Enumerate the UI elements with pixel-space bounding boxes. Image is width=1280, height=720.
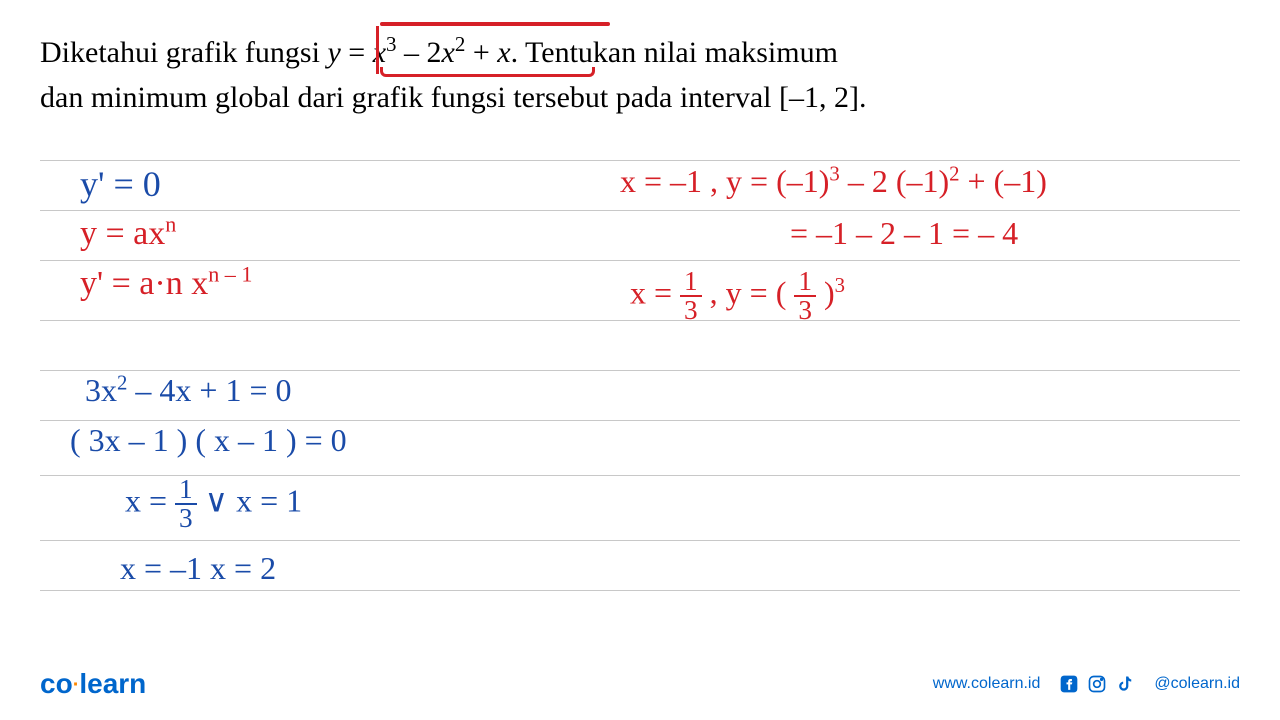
q-eq-eq: = bbox=[341, 36, 373, 69]
handwritten-line: y' = 0 bbox=[80, 163, 161, 205]
question-line-1: Diketahui grafik fungsi y = x3 – 2x2 + x… bbox=[40, 30, 1240, 75]
social-icons bbox=[1058, 673, 1136, 695]
facebook-icon bbox=[1058, 673, 1080, 695]
tiktok-icon bbox=[1114, 673, 1136, 695]
handwritten-line: ( 3x – 1 ) ( x – 1 ) = 0 bbox=[70, 422, 347, 459]
q-eq-2x: x bbox=[442, 36, 455, 69]
handwritten-line: x = 13 ∨ x = 1 bbox=[125, 476, 302, 532]
q-eq-x3-sup: 3 bbox=[386, 32, 397, 56]
handwritten-line: y = axn bbox=[80, 215, 176, 253]
logo-co: co bbox=[40, 668, 73, 699]
q-eq-lastx: x bbox=[497, 36, 510, 69]
ruled-line bbox=[40, 210, 1240, 211]
red-underline bbox=[380, 67, 595, 77]
q-eq-2coef: 2 bbox=[427, 36, 442, 69]
q-eq-plus: + bbox=[465, 36, 497, 69]
ruled-line bbox=[40, 590, 1240, 591]
q-eq-2sup: 2 bbox=[455, 32, 466, 56]
red-overline bbox=[380, 22, 610, 26]
instagram-icon bbox=[1086, 673, 1108, 695]
footer-right: www.colearn.id @colearn.id bbox=[933, 673, 1240, 695]
handwritten-line: x = –1 x = 2 bbox=[120, 550, 276, 587]
question-line-2: dan minimum global dari grafik fungsi te… bbox=[40, 75, 1240, 120]
social-handle: @colearn.id bbox=[1154, 675, 1240, 693]
q-eq-y: y bbox=[327, 36, 340, 69]
q-suffix1: . Tentukan nilai maksimum bbox=[511, 36, 838, 69]
handwritten-line: x = 13 , y = ( 13 )3 bbox=[630, 268, 845, 324]
footer-bar: co·learn www.colearn.id @colearn.id bbox=[0, 668, 1280, 700]
logo-learn: learn bbox=[79, 668, 146, 699]
ruled-line bbox=[40, 420, 1240, 421]
ruled-line bbox=[40, 540, 1240, 541]
ruled-line bbox=[40, 160, 1240, 161]
ruled-line bbox=[40, 370, 1240, 371]
q-prefix: Diketahui grafik fungsi bbox=[40, 36, 327, 69]
handwritten-line: 3x2 – 4x + 1 = 0 bbox=[85, 372, 292, 409]
colearn-logo: co·learn bbox=[40, 668, 146, 700]
website-url: www.colearn.id bbox=[933, 675, 1041, 693]
handwritten-line: = –1 – 2 – 1 = – 4 bbox=[790, 215, 1018, 252]
handwritten-line: y' = a·n xn – 1 bbox=[80, 265, 252, 303]
question-block: Diketahui grafik fungsi y = x3 – 2x2 + x… bbox=[0, 0, 1280, 130]
q-eq-minus: – bbox=[397, 36, 427, 69]
handwritten-line: x = –1 , y = (–1)3 – 2 (–1)2 + (–1) bbox=[620, 163, 1047, 200]
